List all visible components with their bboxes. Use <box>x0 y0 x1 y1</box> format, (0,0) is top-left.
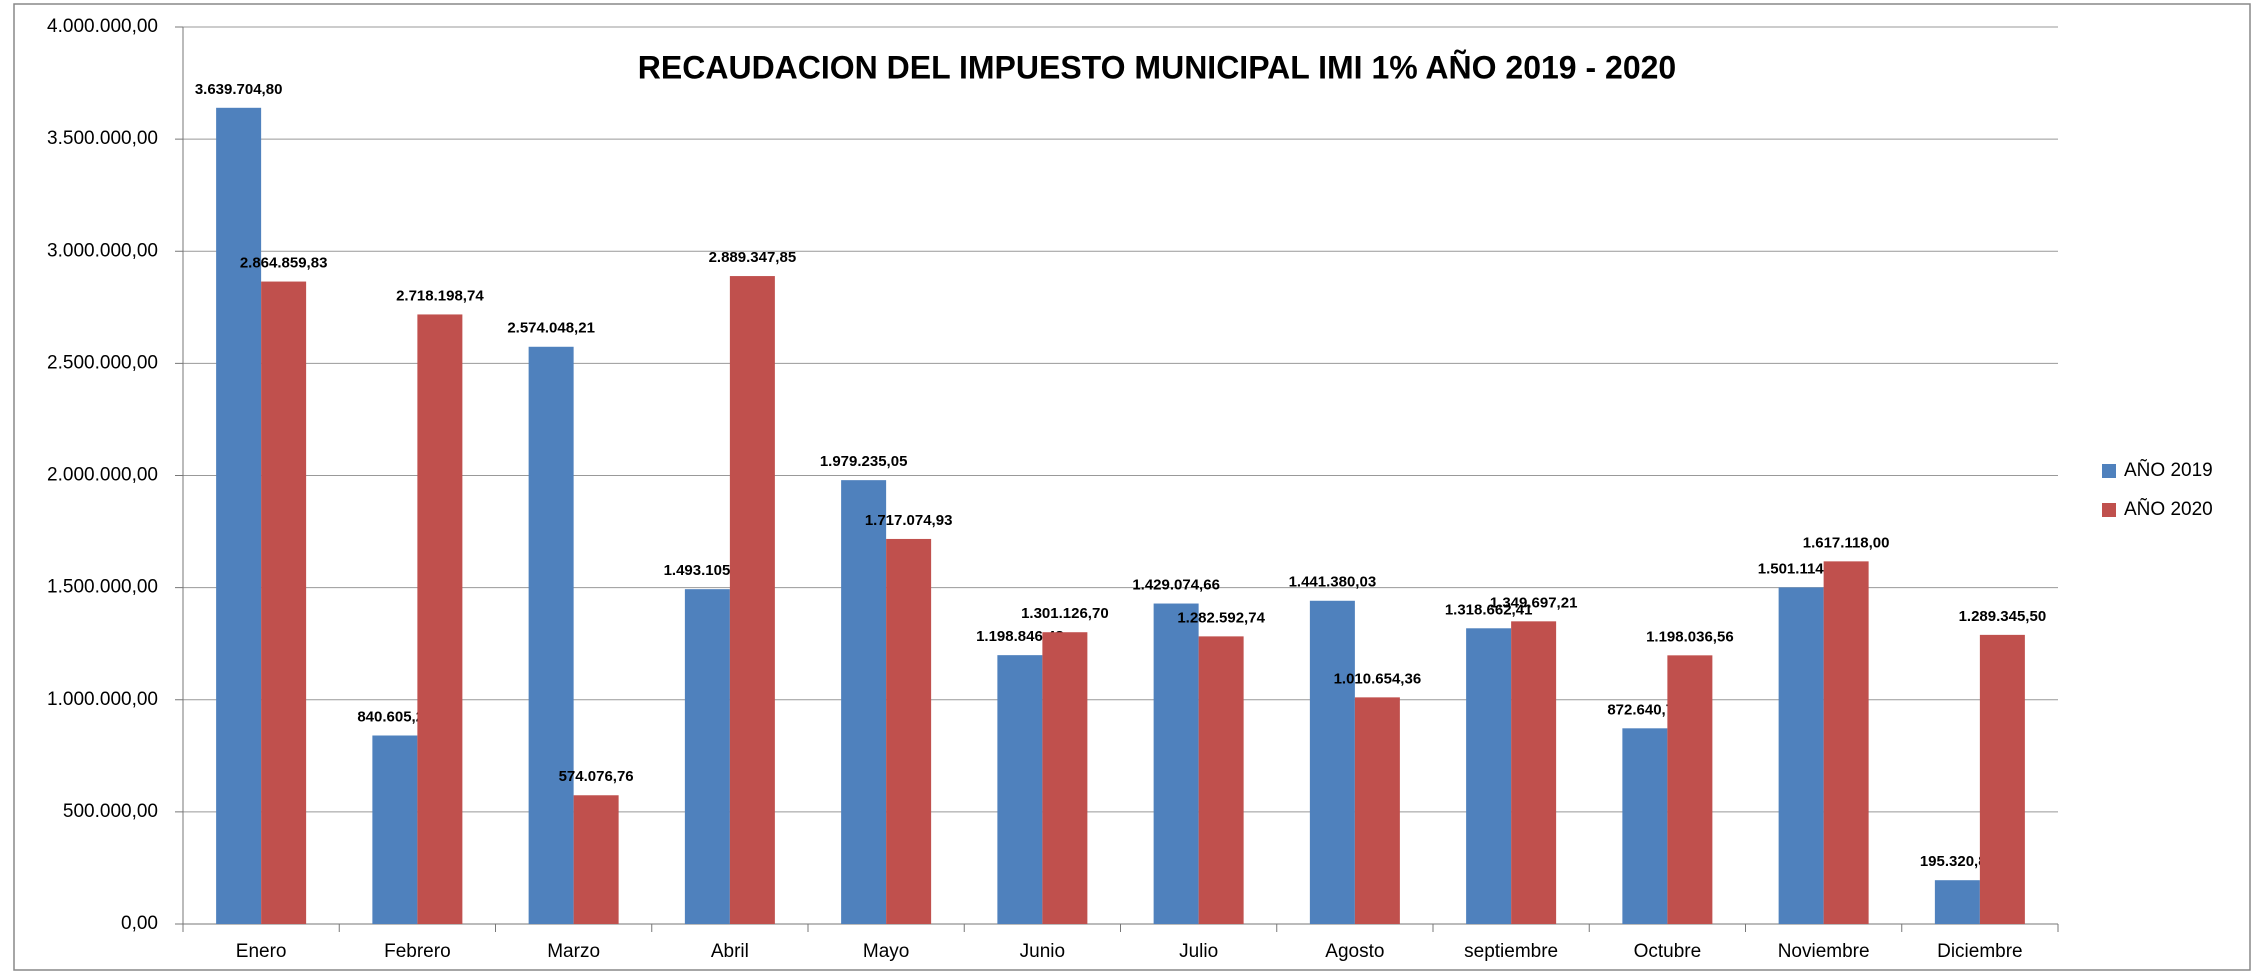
x-tick-label: Febrero <box>384 941 451 962</box>
value-label: 2.718.198,74 <box>396 287 484 304</box>
legend-label: AÑO 2020 <box>2124 498 2213 520</box>
x-tick-label: septiembre <box>1464 941 1558 962</box>
bar <box>1153 603 1199 924</box>
value-label: 1.010.654,36 <box>1334 670 1422 687</box>
x-tick-label: Junio <box>1020 941 1065 962</box>
bar <box>1667 655 1713 924</box>
x-tick-label: Mayo <box>863 941 909 962</box>
bar <box>1622 728 1668 924</box>
bar <box>372 735 418 924</box>
bar <box>1198 636 1244 924</box>
x-tick-label: Marzo <box>547 941 600 962</box>
x-tick-label: Agosto <box>1325 941 1384 962</box>
value-label: 2.889.347,85 <box>709 249 797 266</box>
x-tick-label: Diciembre <box>1937 941 2023 962</box>
bar <box>1979 634 2025 924</box>
bar <box>1511 621 1557 924</box>
value-label: 1.493.105,23 <box>664 562 752 579</box>
bar <box>729 276 775 925</box>
bar <box>417 314 463 924</box>
bar <box>684 589 730 924</box>
bar <box>1934 880 1980 924</box>
y-tick-label: 2.500.000,00 <box>47 352 158 373</box>
bar <box>1309 600 1355 924</box>
value-label: 1.979.235,05 <box>820 453 908 470</box>
value-label: 1.441.380,03 <box>1289 574 1377 591</box>
y-tick-label: 4.000.000,00 <box>47 16 158 37</box>
bar <box>841 480 887 924</box>
value-label: 3.639.704,80 <box>195 81 283 98</box>
bar <box>1466 628 1512 924</box>
bar <box>886 538 932 924</box>
value-label: 1.289.345,50 <box>1959 608 2047 625</box>
bar <box>261 281 307 924</box>
bar <box>1823 561 1869 924</box>
chart-frame <box>13 3 2251 971</box>
value-label: 1.717.074,93 <box>865 512 953 529</box>
x-tick-label: Octubre <box>1634 941 1702 962</box>
value-label: 840.605,26 <box>357 708 432 725</box>
x-tick-label: Enero <box>236 941 287 962</box>
bar <box>1778 587 1824 924</box>
value-label: 1.349.697,21 <box>1490 594 1578 611</box>
value-label: 1.318.662,41 <box>1445 601 1533 618</box>
y-tick-label: 3.500.000,00 <box>47 128 158 149</box>
value-label: 1.429.074,66 <box>1132 576 1220 593</box>
value-label: 1.282.592,74 <box>1177 609 1265 626</box>
value-label: 1.617.118,00 <box>1803 534 1890 551</box>
y-tick-label: 2.000.000,00 <box>47 465 158 486</box>
value-label: 1.301.126,70 <box>1021 605 1109 622</box>
legend-label: AÑO 2019 <box>2124 459 2213 481</box>
y-tick-label: 0,00 <box>121 913 158 934</box>
value-label: 2.574.048,21 <box>507 320 595 337</box>
value-label: 574.076,76 <box>559 768 634 785</box>
x-tick-label: Abril <box>711 941 749 962</box>
y-tick-label: 1.000.000,00 <box>47 689 158 710</box>
value-label: 2.864.859,83 <box>240 255 328 272</box>
bar <box>997 655 1043 924</box>
value-label: 1.198.036,56 <box>1646 628 1734 645</box>
value-label: 195.320,84 <box>1920 853 1996 870</box>
y-tick-label: 1.500.000,00 <box>47 577 158 598</box>
bar <box>216 107 262 924</box>
y-tick-label: 3.000.000,00 <box>47 240 158 261</box>
bar <box>1042 632 1088 924</box>
bar <box>1354 697 1400 924</box>
bar <box>528 346 574 925</box>
legend-swatch <box>2102 503 2116 517</box>
value-label: 1.501.114,32 <box>1758 560 1845 577</box>
value-label: 1.198.846,48 <box>976 628 1064 645</box>
y-tick-label: 500.000,00 <box>63 801 158 822</box>
x-tick-label: Noviembre <box>1778 941 1870 962</box>
bar <box>573 795 619 924</box>
chart-title: RECAUDACION DEL IMPUESTO MUNICIPAL IMI 1… <box>638 49 1676 85</box>
value-label: 872.640,71 <box>1607 701 1682 718</box>
legend-swatch <box>2102 464 2116 478</box>
x-tick-label: Julio <box>1179 941 1218 962</box>
